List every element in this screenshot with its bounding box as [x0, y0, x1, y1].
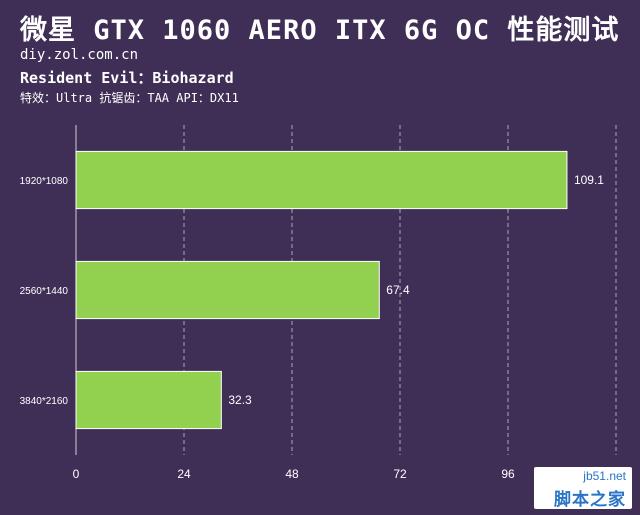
category-label: 2560*1440 [20, 286, 69, 297]
bar-value-label: 32.3 [228, 393, 252, 407]
x-tick-label: 96 [501, 467, 515, 481]
test-settings: 特效：Ultra 抗锯齿：TAA API：DX11 [20, 91, 239, 105]
x-tick-label: 24 [177, 467, 191, 481]
watermark-logo: jb51.net 脚本之家 [534, 467, 632, 510]
bars [75, 150, 568, 430]
bar [75, 260, 380, 320]
site-url: diy.zol.com.cn [20, 47, 139, 63]
x-tick-labels: 0 24 48 72 96 [73, 467, 515, 481]
category-label: 1920*1080 [20, 176, 69, 187]
bar [75, 370, 222, 430]
bar-value-label: 109.1 [574, 173, 604, 187]
x-tick-label: 48 [285, 467, 299, 481]
x-tick-label: 72 [393, 467, 407, 481]
value-labels: 109.1 67.4 32.3 [228, 173, 604, 407]
watermark-name: 脚本之家 [554, 490, 626, 510]
chart-title: 微星 GTX 1060 AERO ITX 6G OC 性能测试 [20, 15, 620, 46]
bar-value-label: 67.4 [386, 283, 410, 297]
x-tick-label: 0 [73, 467, 80, 481]
category-labels: 1920*1080 2560*1440 3840*2160 [20, 176, 69, 407]
game-name: Resident Evil：Biohazard [20, 69, 234, 87]
bar [75, 150, 568, 210]
category-label: 3840*2160 [20, 396, 69, 407]
watermark-url: jb51.net [583, 469, 626, 483]
